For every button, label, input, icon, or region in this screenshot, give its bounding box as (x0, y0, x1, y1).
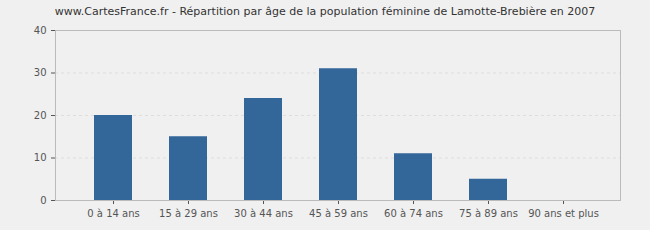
svg-text:30: 30 (34, 67, 47, 78)
svg-text:0 à 14 ans: 0 à 14 ans (87, 208, 139, 219)
html-text:www.CartesFrance.fr - Répartit: www.CartesFrance.fr - Répartition par âg… (54, 5, 596, 18)
svg-text:40: 40 (34, 25, 47, 36)
svg-text:75 à 89 ans: 75 à 89 ans (459, 208, 518, 219)
svg-text:10: 10 (34, 152, 47, 163)
svg-text:15 à 29 ans: 15 à 29 ans (159, 208, 218, 219)
svg-text:45 à 59 ans: 45 à 59 ans (309, 208, 368, 219)
svg-text:30 à 44 ans: 30 à 44 ans (234, 208, 293, 219)
svg-text:0: 0 (40, 195, 46, 206)
svg-text:90 ans et plus: 90 ans et plus (528, 208, 599, 219)
svg-text:60 à 74 ans: 60 à 74 ans (384, 208, 443, 219)
svg-text:20: 20 (34, 110, 47, 121)
